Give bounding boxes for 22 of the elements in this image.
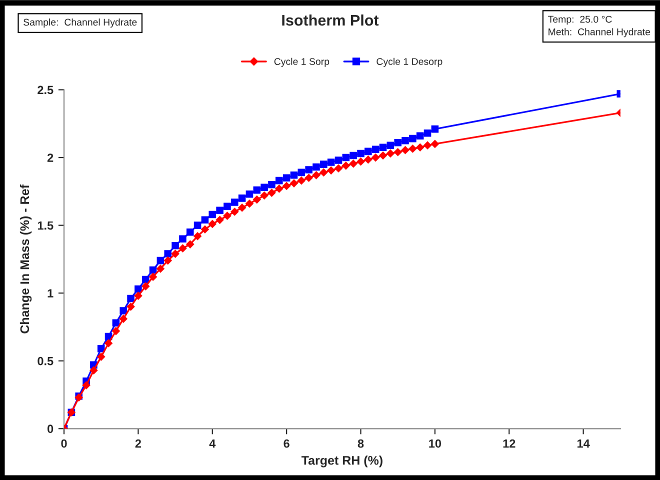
text: Temp: 25.0 °C (548, 16, 612, 25)
text: Sample: Channel Hydrate (24, 18, 137, 28)
y-tick-label: 0 (48, 424, 54, 434)
x-tick-label: 4 (209, 439, 216, 448)
x-tick-label: 6 (284, 439, 290, 448)
y-tick-label: 1 (48, 289, 54, 298)
chart-title: Isotherm Plot (282, 14, 379, 26)
text: Meth: Channel Hydrate (548, 28, 650, 38)
x-tick-label: 2 (135, 439, 142, 448)
legend-label: Cycle 1 Sorp (274, 58, 330, 67)
y-tick-label: 0.5 (38, 356, 54, 366)
x-tick-label: 8 (358, 439, 364, 448)
x-tick-label: 10 (429, 439, 442, 448)
x-tick-label: 12 (503, 439, 516, 448)
legend-label: Cycle 1 Desorp (376, 58, 442, 67)
y-axis-title: Change In Mass (%) - Ref (20, 184, 32, 334)
x-axis-title: Target RH (%) (301, 456, 382, 468)
y-tick-label: 2 (47, 154, 54, 162)
y-tick-label: 2.5 (38, 86, 54, 94)
y-tick-label: 1.5 (38, 221, 54, 230)
x-tick-label: 0 (61, 439, 67, 448)
x-tick-label: 14 (577, 439, 590, 448)
